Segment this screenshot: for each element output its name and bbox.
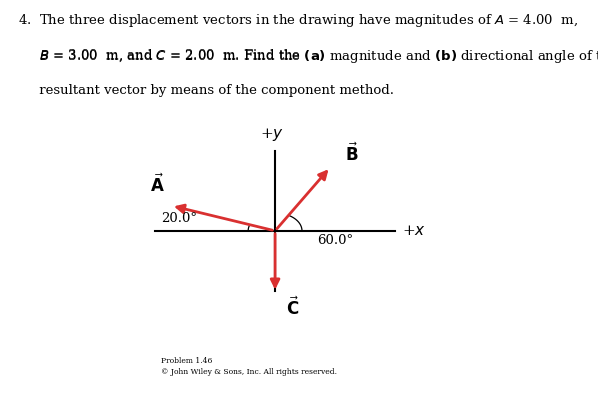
Text: 4.  The three displacement vectors in the drawing have magnitudes of $A$ = 4.00 : 4. The three displacement vectors in the… [18,12,578,29]
Text: $B$ = 3.00  m, and $C$ = 2.00  m. Find the $\mathbf{(a)}$ magnitude and $\mathbf: $B$ = 3.00 m, and $C$ = 2.00 m. Find the… [18,48,598,65]
Text: 60.0°: 60.0° [317,234,353,247]
Text: 20.0°: 20.0° [161,212,197,225]
Text: +$x$: +$x$ [402,224,426,238]
Text: resultant vector by means of the component method.: resultant vector by means of the compone… [18,84,394,97]
Text: $B$ = 3.00  m, and $C$ = 2.00  m. Find the: $B$ = 3.00 m, and $C$ = 2.00 m. Find the [18,48,302,63]
Text: $\vec{\mathbf{B}}$: $\vec{\mathbf{B}}$ [346,142,359,165]
Text: Problem 1.46
© John Wiley & Sons, Inc. All rights reserved.: Problem 1.46 © John Wiley & Sons, Inc. A… [161,357,337,376]
Text: $\vec{\mathbf{C}}$: $\vec{\mathbf{C}}$ [286,297,299,319]
Text: $\vec{\mathbf{A}}$: $\vec{\mathbf{A}}$ [150,173,165,196]
Text: +$y$: +$y$ [260,126,284,143]
